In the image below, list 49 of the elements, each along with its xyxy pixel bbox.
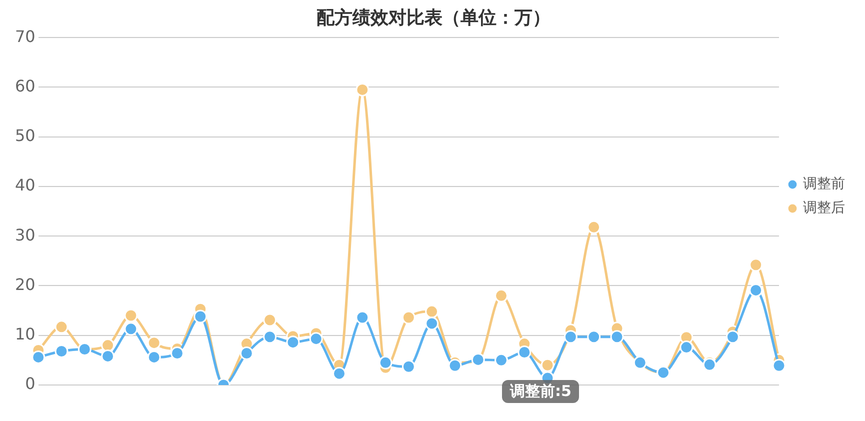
point — [610, 330, 624, 344]
y-tick-label: 0 — [25, 374, 36, 394]
point — [540, 358, 554, 372]
point — [378, 356, 392, 370]
point — [425, 304, 439, 318]
point — [772, 358, 786, 372]
point — [494, 288, 508, 302]
point — [263, 330, 277, 344]
point — [170, 346, 184, 360]
point — [402, 310, 416, 324]
y-tick-label: 70 — [15, 26, 36, 46]
point — [494, 353, 508, 367]
point — [263, 313, 277, 327]
point — [124, 322, 138, 336]
point — [564, 330, 578, 344]
y-tick-label: 20 — [15, 274, 36, 294]
point — [54, 320, 68, 334]
point — [749, 258, 763, 272]
point — [194, 310, 208, 324]
point — [425, 316, 439, 330]
point — [147, 350, 161, 364]
y-tick-label: 10 — [15, 324, 36, 344]
legend-label: 调整后 — [803, 200, 845, 216]
point — [101, 349, 115, 363]
point — [587, 330, 601, 344]
y-tick-label: 60 — [15, 76, 36, 96]
point — [726, 330, 740, 344]
point — [32, 350, 46, 364]
y-tick-label: 30 — [15, 225, 36, 244]
point — [680, 340, 694, 354]
annotation: 调整前:5 — [502, 380, 580, 403]
point — [749, 283, 763, 297]
y-tick-label: 50 — [15, 126, 36, 146]
point — [124, 308, 138, 322]
chart-title: 配方绩效对比表（单位：万） — [316, 7, 550, 28]
point — [356, 82, 370, 96]
point — [309, 332, 323, 346]
legend-label: 调整前 — [803, 176, 845, 192]
point — [402, 360, 416, 374]
point — [518, 345, 532, 359]
point — [332, 366, 346, 380]
point — [240, 346, 254, 360]
point — [147, 336, 161, 350]
point — [587, 220, 601, 234]
point — [448, 358, 462, 372]
point — [54, 344, 68, 358]
y-tick-label: 40 — [15, 176, 36, 195]
point — [286, 336, 300, 350]
point — [356, 310, 370, 324]
